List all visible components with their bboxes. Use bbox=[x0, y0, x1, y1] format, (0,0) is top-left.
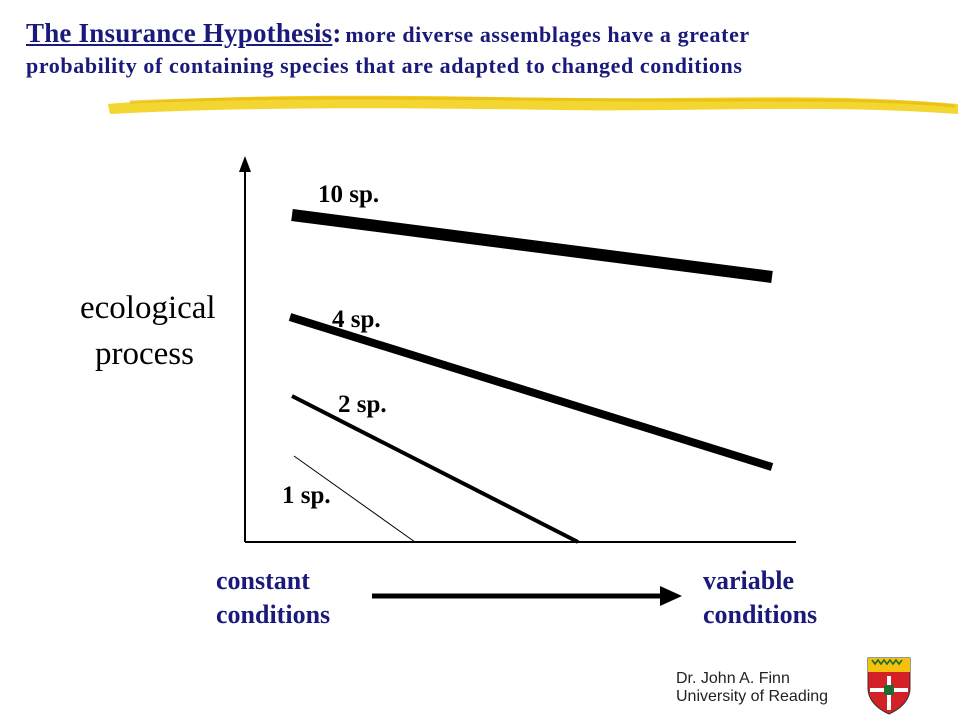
title-colon: : bbox=[332, 18, 342, 48]
author-name: Dr. John A. Finn bbox=[676, 670, 790, 687]
x-label-variable-line1: variable bbox=[703, 566, 794, 595]
series-line-4sp bbox=[288, 313, 774, 471]
y-axis-label-line2: process bbox=[95, 336, 194, 372]
x-label-constant: constant conditions bbox=[216, 564, 330, 632]
x-label-constant-line1: constant bbox=[216, 566, 310, 595]
highlight-stroke-inner bbox=[129, 96, 956, 108]
x-label-variable: variable conditions bbox=[703, 564, 817, 632]
y-axis-label-line1: ecological bbox=[80, 290, 216, 326]
series-label-1sp: 1 sp. bbox=[282, 482, 331, 509]
slide-title: The Insurance Hypothesis: more diverse a… bbox=[26, 18, 946, 79]
series-line-10sp bbox=[291, 209, 773, 283]
series-label-2sp: 2 sp. bbox=[338, 391, 387, 418]
title-subtitle-line2: probability of containing species that a… bbox=[26, 53, 743, 78]
y-axis-arrow-icon bbox=[239, 156, 251, 172]
x-label-constant-line2: conditions bbox=[216, 600, 331, 629]
x-label-variable-line2: conditions bbox=[703, 600, 818, 629]
author-affiliation: University of Reading bbox=[676, 688, 829, 705]
series-label-10sp: 10 sp. bbox=[318, 181, 380, 208]
title-subtitle-line1: more diverse assemblages have a greater bbox=[345, 22, 750, 47]
series-line-2sp bbox=[291, 394, 579, 544]
university-shield-icon bbox=[867, 657, 911, 715]
title-main: The Insurance Hypothesis bbox=[26, 18, 333, 48]
conditions-arrow-head-icon bbox=[660, 586, 682, 606]
author-credit: Dr. John A. Finn University of Reading bbox=[676, 670, 828, 706]
series-line-1sp bbox=[293, 455, 416, 543]
series-label-4sp: 4 sp. bbox=[332, 306, 381, 333]
